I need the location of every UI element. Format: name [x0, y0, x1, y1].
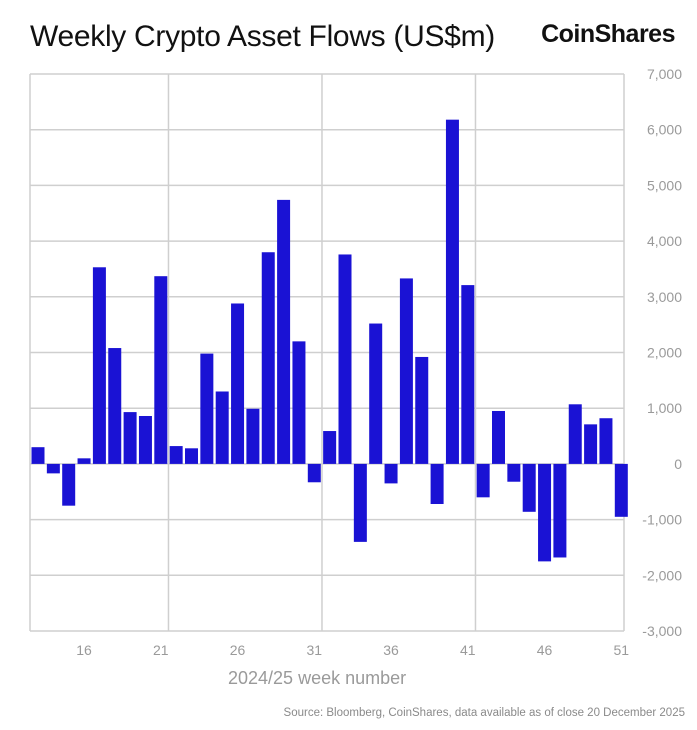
- x-tick-label: 31: [307, 642, 323, 658]
- bar-week-45: [522, 463, 536, 512]
- x-tick-label: 36: [383, 642, 399, 658]
- bar-week-35: [369, 323, 383, 464]
- bar-week-14: [46, 463, 60, 474]
- y-tick-label: 2,000: [647, 345, 682, 361]
- bar-week-41: [461, 285, 475, 464]
- bar-week-39: [430, 463, 444, 505]
- bar-week-20: [138, 415, 152, 464]
- bar-week-43: [492, 410, 505, 464]
- source-note: Source: Bloomberg, CoinShares, data avai…: [283, 707, 685, 719]
- bar-week-30: [292, 341, 306, 464]
- bar-week-15: [62, 463, 76, 506]
- y-tick-label: 3,000: [647, 289, 682, 305]
- bar-week-44: [507, 463, 521, 482]
- bar-week-37: [399, 278, 413, 464]
- y-tick-label: -3,000: [642, 623, 682, 639]
- y-tick-label: 4,000: [647, 233, 682, 249]
- y-tick-label: -1,000: [642, 512, 682, 528]
- bar-week-46: [538, 463, 552, 562]
- bar-week-13: [31, 447, 45, 464]
- x-tick-label: 16: [76, 642, 92, 658]
- bar-week-17: [92, 267, 106, 464]
- bar-week-51: [614, 463, 628, 517]
- x-tick-label: 41: [460, 642, 476, 658]
- bar-week-25: [215, 391, 229, 464]
- x-tick-label: 21: [153, 642, 169, 658]
- bar-week-38: [415, 356, 429, 464]
- x-axis-label: 2024/25 week number: [228, 668, 407, 688]
- y-tick-label: 5,000: [647, 177, 682, 193]
- y-tick-label: 1,000: [647, 400, 682, 416]
- bar-week-16: [77, 458, 91, 464]
- bar-week-32: [323, 431, 337, 464]
- bar-week-36: [384, 463, 398, 484]
- bar-week-42: [476, 463, 490, 498]
- bar-week-24: [200, 353, 214, 464]
- bar-week-49: [584, 424, 598, 464]
- bar-week-50: [599, 418, 613, 464]
- bar-week-48: [568, 404, 582, 464]
- bar-week-47: [553, 463, 567, 558]
- coinshares-logo: CoinShares: [541, 20, 675, 48]
- x-tick-label: 46: [537, 642, 553, 658]
- bar-week-18: [108, 348, 122, 464]
- y-tick-label: -2,000: [642, 567, 682, 583]
- y-tick-label: 7,000: [647, 66, 682, 82]
- y-tick-label: 6,000: [647, 122, 682, 138]
- bar-week-34: [353, 463, 367, 542]
- y-tick-label: 0: [674, 456, 682, 472]
- bar-week-29: [277, 199, 291, 464]
- bar-week-28: [261, 252, 275, 464]
- x-tick-label: 51: [614, 642, 630, 658]
- bar-week-21: [154, 276, 168, 464]
- bar-week-31: [307, 463, 321, 483]
- bar-week-26: [231, 303, 245, 464]
- bar-week-33: [338, 254, 352, 464]
- bar-week-40: [445, 119, 459, 464]
- bar-week-27: [246, 408, 260, 464]
- bar-week-19: [123, 412, 137, 464]
- bar-week-23: [185, 448, 198, 464]
- chart-title: Weekly Crypto Asset Flows (US$m): [30, 20, 495, 53]
- x-tick-label: 26: [230, 642, 246, 658]
- bar-week-22: [169, 446, 183, 464]
